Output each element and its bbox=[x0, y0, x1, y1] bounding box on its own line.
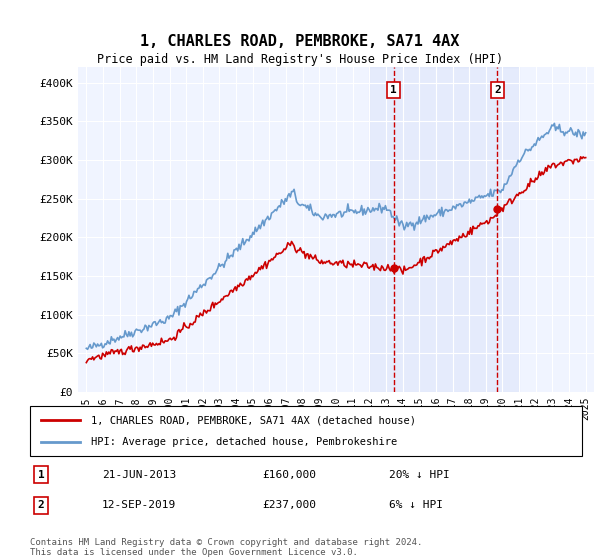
Bar bbox=[369, 67, 519, 392]
Text: Contains HM Land Registry data © Crown copyright and database right 2024.
This d: Contains HM Land Registry data © Crown c… bbox=[30, 538, 422, 557]
Text: 20% ↓ HPI: 20% ↓ HPI bbox=[389, 470, 449, 479]
Text: 2: 2 bbox=[494, 85, 501, 95]
Text: 1, CHARLES ROAD, PEMBROKE, SA71 4AX (detached house): 1, CHARLES ROAD, PEMBROKE, SA71 4AX (det… bbox=[91, 415, 416, 425]
Text: 6% ↓ HPI: 6% ↓ HPI bbox=[389, 501, 443, 510]
Text: HPI: Average price, detached house, Pembrokeshire: HPI: Average price, detached house, Pemb… bbox=[91, 437, 397, 447]
FancyBboxPatch shape bbox=[30, 406, 582, 456]
Text: 1, CHARLES ROAD, PEMBROKE, SA71 4AX: 1, CHARLES ROAD, PEMBROKE, SA71 4AX bbox=[140, 34, 460, 49]
Text: 1: 1 bbox=[38, 470, 44, 479]
Text: 21-JUN-2013: 21-JUN-2013 bbox=[102, 470, 176, 479]
Text: Price paid vs. HM Land Registry's House Price Index (HPI): Price paid vs. HM Land Registry's House … bbox=[97, 53, 503, 66]
Text: £237,000: £237,000 bbox=[262, 501, 316, 510]
Text: 2: 2 bbox=[38, 501, 44, 510]
Text: 12-SEP-2019: 12-SEP-2019 bbox=[102, 501, 176, 510]
Text: £160,000: £160,000 bbox=[262, 470, 316, 479]
Text: 1: 1 bbox=[391, 85, 397, 95]
